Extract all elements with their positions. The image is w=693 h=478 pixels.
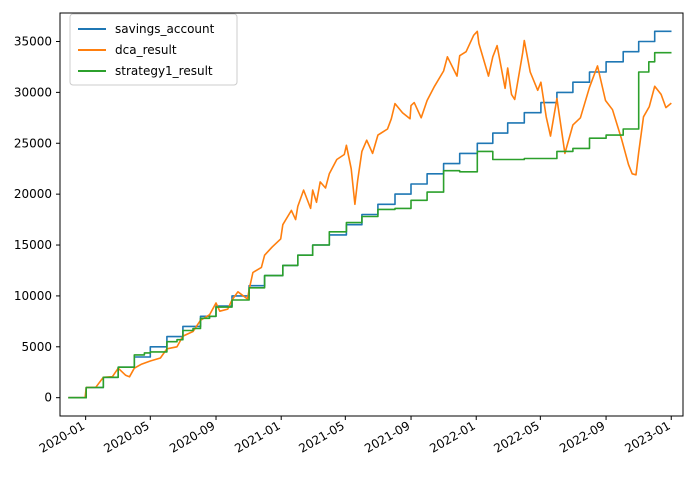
series-line-strategy1-result [68, 51, 672, 399]
series-line-savings-account [68, 30, 672, 399]
y-tick-label: 30000 [14, 85, 52, 99]
y-tick-label: 15000 [14, 238, 52, 252]
legend-label-strategy1-result: strategy1_result [115, 64, 213, 78]
y-tick-label: 35000 [14, 34, 52, 48]
legend-label-dca-result: dca_result [115, 43, 177, 57]
y-tick-label: 10000 [14, 289, 52, 303]
y-tick-label: 0 [44, 391, 52, 405]
y-axis: 0 5000 10000 15000 20000 25000 30000 35000 [14, 34, 60, 405]
y-tick-label: 5000 [21, 340, 52, 354]
legend-label-savings-account: savings_account [115, 22, 215, 36]
plot-lines [68, 30, 672, 399]
y-tick-label: 20000 [14, 187, 52, 201]
legend-box [69, 13, 238, 86]
y-tick-label: 25000 [14, 136, 52, 150]
legend: savings_account dca_result strategy1_res… [69, 13, 238, 86]
plot-frame [59, 12, 684, 417]
